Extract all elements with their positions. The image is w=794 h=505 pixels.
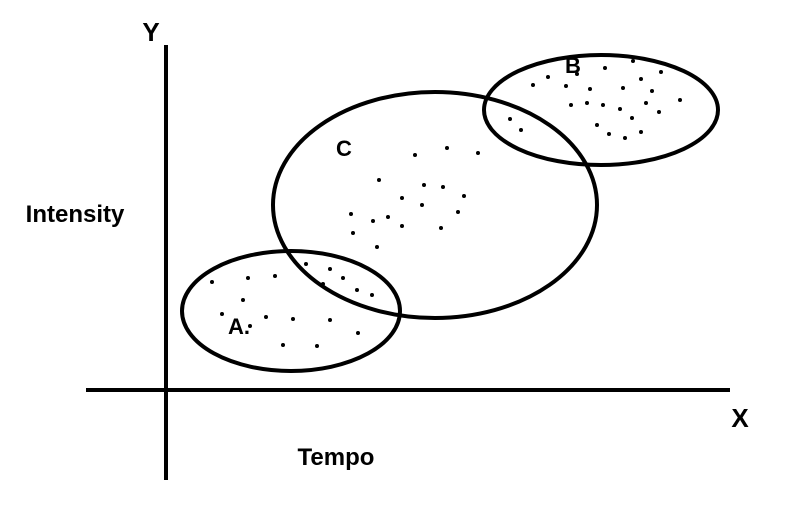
point <box>588 87 592 91</box>
point <box>575 72 579 76</box>
point <box>519 128 523 132</box>
point <box>220 312 224 316</box>
point <box>304 262 308 266</box>
point <box>659 70 663 74</box>
point <box>371 219 375 223</box>
point <box>607 132 611 136</box>
point <box>377 178 381 182</box>
x-axis-title: Tempo <box>298 444 375 471</box>
point <box>585 101 589 105</box>
point <box>601 103 605 107</box>
y-axis-title: Intensity <box>26 201 125 228</box>
point <box>564 84 568 88</box>
point <box>630 116 634 120</box>
cluster-b-label: B <box>565 53 581 78</box>
point <box>623 136 627 140</box>
point <box>420 203 424 207</box>
cluster-b-ellipse <box>482 53 720 167</box>
cluster-b-points <box>508 59 682 140</box>
point <box>375 245 379 249</box>
point <box>356 331 360 335</box>
point <box>281 343 285 347</box>
point <box>456 210 460 214</box>
point <box>400 196 404 200</box>
point <box>355 288 359 292</box>
point <box>264 315 268 319</box>
point <box>462 194 466 198</box>
point <box>351 231 355 235</box>
point <box>400 224 404 228</box>
point <box>210 280 214 284</box>
point <box>386 215 390 219</box>
cluster-c-ellipse <box>271 90 599 320</box>
point <box>569 103 573 107</box>
point <box>631 59 635 63</box>
point <box>439 226 443 230</box>
point <box>657 110 661 114</box>
point <box>291 317 295 321</box>
point <box>445 146 449 150</box>
cluster-a-label: A. <box>228 314 250 339</box>
point <box>531 83 535 87</box>
point <box>341 276 345 280</box>
point <box>595 123 599 127</box>
point <box>618 107 622 111</box>
point <box>328 318 332 322</box>
cluster-a-points <box>210 262 374 348</box>
point <box>321 282 325 286</box>
point <box>508 117 512 121</box>
point <box>413 153 417 157</box>
point <box>546 75 550 79</box>
point <box>248 324 252 328</box>
point <box>476 151 480 155</box>
cluster-c-label: C <box>336 136 352 161</box>
point <box>422 183 426 187</box>
point <box>349 212 353 216</box>
point <box>273 274 277 278</box>
y-axis-letter: Y <box>142 17 159 47</box>
point <box>370 293 374 297</box>
point <box>241 298 245 302</box>
point <box>441 185 445 189</box>
point <box>650 89 654 93</box>
cluster-c-points <box>349 146 480 249</box>
point <box>621 86 625 90</box>
x-axis-letter: X <box>731 403 749 433</box>
point <box>315 344 319 348</box>
point <box>603 66 607 70</box>
cluster-a-ellipse <box>180 249 402 373</box>
point <box>328 267 332 271</box>
point <box>639 77 643 81</box>
point <box>639 130 643 134</box>
point <box>678 98 682 102</box>
point <box>644 101 648 105</box>
point <box>246 276 250 280</box>
